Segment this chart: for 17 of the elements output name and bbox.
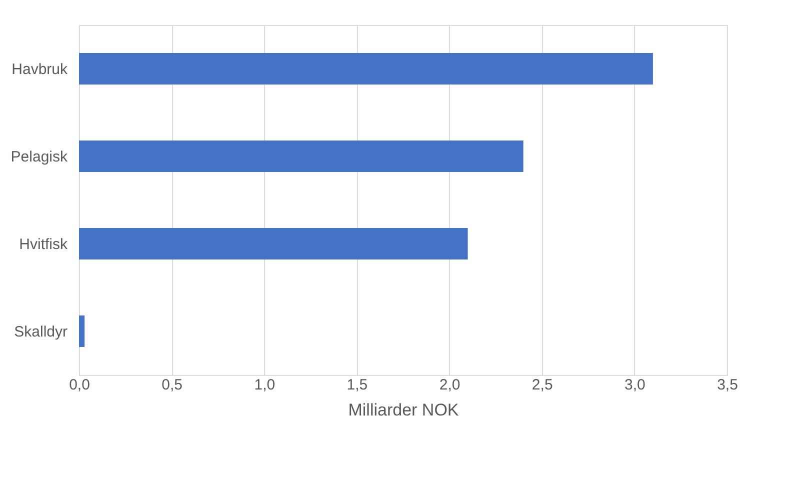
y-tick-label: Havbruk xyxy=(12,60,68,78)
bar xyxy=(79,53,653,84)
x-tick-label: 2,0 xyxy=(439,376,460,394)
x-axis-title: Milliarder NOK xyxy=(348,400,460,420)
bar xyxy=(79,316,85,347)
x-tick-label: 2,5 xyxy=(532,376,553,394)
x-tick-label: 0,5 xyxy=(162,376,182,394)
x-tick-label: 0,0 xyxy=(69,376,90,394)
x-tick-label: 1,0 xyxy=(254,376,276,394)
x-tick-label: 3,0 xyxy=(624,376,646,394)
x-tick-label: 3,5 xyxy=(717,376,738,394)
bar xyxy=(79,228,468,260)
y-tick-label: Pelagisk xyxy=(10,148,68,166)
x-tick-label: 1,5 xyxy=(346,376,368,394)
y-tick-label: Hvitfisk xyxy=(19,236,68,253)
bar xyxy=(79,140,524,172)
y-tick-label: Skalldyr xyxy=(14,323,68,340)
